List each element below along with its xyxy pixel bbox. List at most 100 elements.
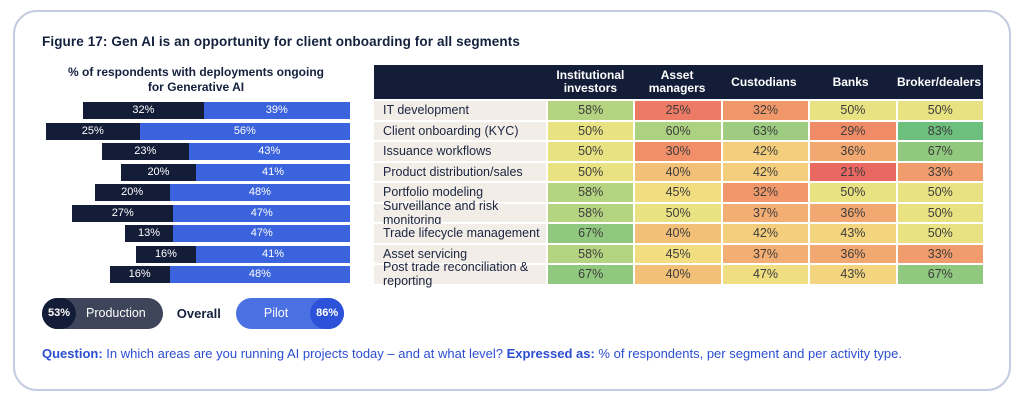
- heatmap-cell: 63%: [722, 121, 809, 140]
- heatmap-header-row: Institutional investors Asset managers Cus…: [374, 65, 983, 99]
- heatmap-cell: 60%: [635, 121, 721, 140]
- heatmap-column-header: Banks: [808, 65, 893, 99]
- heatmap-cell: 47%: [722, 265, 809, 284]
- heatmap-table: Institutional investors Asset managers Cus…: [374, 65, 983, 329]
- legend-production-label: Production: [86, 306, 146, 320]
- bar-segment-production: 16%: [135, 245, 196, 263]
- heatmap-cell: 58%: [548, 183, 634, 202]
- heatmap-cell: 40%: [635, 162, 721, 181]
- heatmap-cell: 42%: [722, 162, 809, 181]
- legend-production-pill: 53% Production: [42, 297, 163, 329]
- heatmap-cell: 43%: [810, 265, 896, 284]
- heatmap-cell: 50%: [548, 121, 634, 140]
- bar-segment-production: 16%: [109, 266, 170, 283]
- heatmap-row: Asset servicing 58% 45% 37% 36% 33%: [374, 244, 983, 263]
- heatmap-cell: 67%: [548, 224, 634, 243]
- heatmap-cell: 42%: [722, 142, 809, 161]
- legend-production-overall-value: 53%: [42, 297, 76, 329]
- heatmap-cell: 21%: [810, 162, 896, 181]
- bar-chart: % of respondents with deployments ongoin…: [42, 65, 350, 329]
- heatmap-cell: 50%: [548, 142, 634, 161]
- bar-chart-title: % of respondents with deployments ongoin…: [67, 65, 324, 94]
- bar-row: 13% 47%: [42, 225, 350, 242]
- heatmap-cell: 50%: [897, 203, 983, 222]
- heatmap-cell: 67%: [548, 265, 634, 284]
- heatmap-cell: 32%: [722, 183, 809, 202]
- heatmap-row: Client onboarding (KYC) 50% 60% 63% 29% 83%: [374, 121, 983, 140]
- heatmap-cell: 33%: [897, 162, 983, 181]
- heatmap-cell: 50%: [548, 162, 634, 181]
- heatmap-row: Post trade reconciliation & reporting 67%…: [374, 260, 983, 288]
- heatmap-row: Portfolio modeling 58% 45% 32% 50% 50%: [374, 183, 983, 202]
- heatmap-cell: 58%: [548, 244, 634, 263]
- heatmap-cell: 50%: [897, 183, 983, 202]
- heatmap-row: Issuance workflows 50% 30% 42% 36% 67%: [374, 142, 983, 161]
- heatmap-cell: 36%: [810, 244, 896, 263]
- bar-segment-production: 20%: [94, 184, 170, 201]
- bar-segment-pilot: 39%: [203, 102, 350, 119]
- bar-segment-production: 32%: [83, 102, 204, 119]
- footnote-expressed-label: Expressed as:: [506, 345, 595, 361]
- heatmap-cell: 45%: [635, 244, 721, 263]
- legend-pilot-pill: Pilot 86%: [235, 297, 345, 329]
- heatmap-cell: 33%: [897, 244, 983, 263]
- bar-row: 20% 41%: [42, 163, 350, 181]
- heatmap-cell: 37%: [722, 244, 809, 263]
- figure-content: % of respondents with deployments ongoin…: [42, 65, 983, 329]
- figure-title: Figure 17: Gen AI is an opportunity for …: [42, 34, 520, 49]
- heatmap-cell: 42%: [722, 224, 809, 243]
- heatmap-row-label: Surveillance and risk monitoring: [374, 199, 546, 227]
- bar-segment-production: 13%: [124, 225, 174, 242]
- heatmap-body: IT development 58% 25% 32% 50% 50% Client onbo…: [374, 101, 983, 288]
- heatmap-row-label: Trade lifecycle management: [374, 224, 546, 243]
- footnote-question-label: Question:: [42, 345, 103, 361]
- heatmap-cell: 67%: [897, 142, 983, 161]
- bar-row: 16% 41%: [42, 245, 350, 263]
- legend-pilot-label: Pilot: [263, 306, 289, 320]
- heatmap-header-corner: [374, 65, 546, 99]
- heatmap-row-label: Product distribution/sales: [374, 162, 546, 181]
- footnote-question-text: In which areas are you running AI projec…: [102, 345, 507, 361]
- heatmap-cell: 29%: [810, 121, 896, 140]
- heatmap-cell: 67%: [897, 265, 983, 284]
- heatmap-column-header: Broker/dealers: [894, 65, 983, 99]
- heatmap-row-label: Post trade reconciliation & reporting: [374, 260, 546, 288]
- bar-row: 32% 39%: [42, 102, 350, 119]
- bar-segment-production: 23%: [102, 143, 189, 160]
- heatmap-column-header: Institutional investors: [548, 65, 633, 99]
- bar-row: 23% 43%: [42, 143, 350, 160]
- heatmap-cell: 50%: [810, 101, 896, 120]
- footnote: Question: In which areas are you running…: [42, 346, 983, 361]
- bar-row: 16% 48%: [42, 266, 350, 283]
- heatmap-cell: 36%: [810, 142, 896, 161]
- heatmap-cell: 50%: [897, 224, 983, 243]
- bar-segment-pilot: 48%: [169, 184, 350, 201]
- heatmap-row-label: Client onboarding (KYC): [374, 121, 546, 140]
- heatmap-cell: 58%: [548, 203, 634, 222]
- heatmap-cell: 58%: [548, 101, 634, 120]
- bar-segment-pilot: 41%: [196, 163, 350, 181]
- bar-segment-production: 20%: [120, 163, 197, 181]
- heatmap-cell: 37%: [722, 203, 809, 222]
- bar-row: 27% 47%: [42, 204, 350, 222]
- bar-segment-pilot: 47%: [173, 204, 350, 222]
- heatmap-column-header: Custodians: [721, 65, 807, 99]
- heatmap-column-header: Asset managers: [634, 65, 720, 99]
- heatmap-row-label: Asset servicing: [374, 244, 546, 263]
- bar-segment-pilot: 56%: [139, 122, 350, 140]
- figure-card: Figure 17: Gen AI is an opportunity for …: [13, 10, 1011, 391]
- bar-segment-pilot: 43%: [188, 143, 350, 160]
- bar-row: 20% 48%: [42, 184, 350, 201]
- heatmap-row: Product distribution/sales 50% 40% 42% 21% 33…: [374, 162, 983, 181]
- heatmap-cell: 45%: [635, 183, 721, 202]
- heatmap-row-label: Portfolio modeling: [374, 183, 546, 202]
- bar-chart-plot-area: 32% 39% 25% 56% 23% 43% 20% 41% 20% 48% 27% 47% 13% 4…: [42, 102, 350, 287]
- bar-segment-pilot: 47%: [173, 225, 350, 242]
- bar-segment-pilot: 41%: [196, 245, 350, 263]
- legend-pilot-overall-value: 86%: [310, 297, 345, 329]
- bar-segment-pilot: 48%: [169, 266, 350, 283]
- heatmap-cell: 25%: [635, 101, 721, 120]
- heatmap-cell: 43%: [810, 224, 896, 243]
- bar-segment-production: 25%: [45, 122, 140, 140]
- bar-row: 25% 56%: [42, 122, 350, 140]
